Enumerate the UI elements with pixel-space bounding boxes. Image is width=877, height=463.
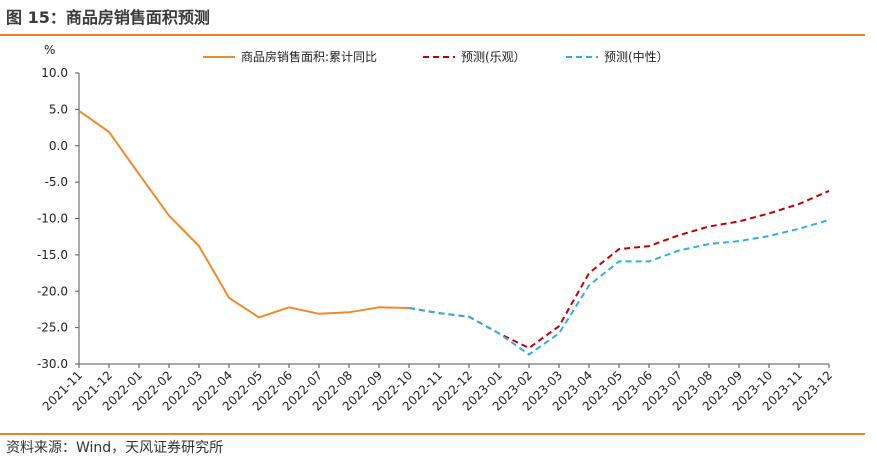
chart-lines (78, 109, 830, 356)
top-divider (0, 34, 865, 36)
y-tick-label: -30.0 (37, 357, 68, 371)
source-note: 资料来源：Wind，天风证券研究所 (6, 440, 224, 456)
figure-title: 图 15：商品房销售面积预测 (6, 8, 210, 27)
series-line-0 (78, 109, 410, 319)
y-tick-label: -15.0 (37, 248, 68, 262)
legend-label-2: 预测(中性） (604, 49, 669, 64)
legend-label-1: 预测(乐观） (461, 50, 526, 64)
y-tick-label: -5.0 (45, 175, 68, 189)
y-tick-label: 5.0 (49, 102, 68, 116)
y-tick-label: -20.0 (37, 284, 68, 298)
series-line-1 (408, 189, 830, 349)
y-tick-label: 0.0 (49, 139, 68, 153)
y-unit-label: % (44, 43, 55, 57)
bottom-divider (0, 433, 865, 435)
series-line-2 (408, 219, 830, 356)
line-chart: % 10.0 5.0 0.0 -5.0 -10.0 -15.0 -20.0 -25.0 -30.0… (37, 43, 835, 414)
chart-legend: 商品房销售面积:累计同比 预测(乐观） 预测(中性） (203, 49, 669, 64)
legend-label-0: 商品房销售面积:累计同比 (241, 49, 377, 64)
y-tick-label: -25.0 (37, 321, 68, 335)
y-tick-label: -10.0 (37, 212, 68, 226)
chart-axes: % 10.0 5.0 0.0 -5.0 -10.0 -15.0 -20.0 -25.0 -30.0… (37, 43, 835, 414)
y-tick-label: 10.0 (41, 66, 68, 80)
